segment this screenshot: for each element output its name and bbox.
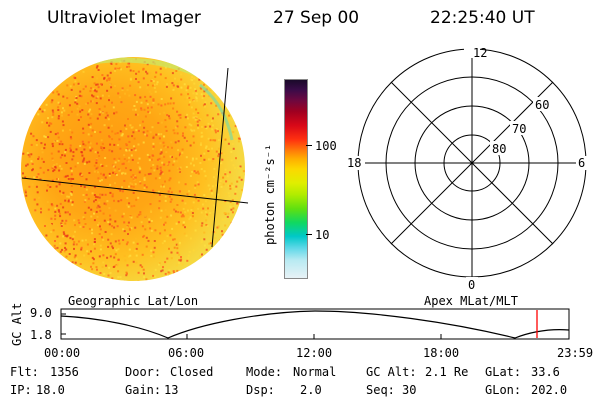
instrument-title: Ultraviolet Imager (47, 8, 201, 28)
status-dsp-value: 2.0 (300, 383, 322, 397)
altitude-ytick-high: 9.0 (30, 306, 52, 320)
status-mode-value: Normal (293, 365, 337, 379)
altitude-xtick-1: 06:00 (168, 346, 205, 360)
geographic-label: Geographic Lat/Lon (68, 294, 199, 308)
polar-plot: 12 18 6 0 60 70 80 (345, 46, 588, 292)
status-glat-key: GLat: (485, 365, 522, 379)
altitude-xtick-2: 12:00 (296, 346, 333, 360)
disk-speckle (22, 58, 245, 281)
status-ip-key: IP: (10, 383, 32, 397)
status-seq-value: 30 (402, 383, 417, 397)
colorbar-tick-10: 10 (315, 228, 330, 242)
time-label: 22:25:40 UT (430, 8, 535, 28)
status-gain-key: Gain: (125, 383, 162, 397)
status-seq-key: Seq: (366, 383, 395, 397)
uv-image-panel (21, 57, 249, 281)
date-label: 27 Sep 00 (273, 8, 360, 28)
mlt-label-6: 6 (578, 156, 585, 170)
mlt-label-12: 12 (473, 46, 487, 60)
mlt-label-0: 0 (468, 278, 475, 292)
status-mode-key: Mode: (246, 365, 283, 379)
earth-disk (21, 57, 245, 281)
mlt-label-18: 18 (347, 156, 361, 170)
lat-label-80: 80 (492, 142, 506, 156)
colorbar-tick-100: 100 (315, 139, 337, 153)
status-gain-value: 13 (164, 383, 179, 397)
status-glat-value: 33.6 (531, 365, 560, 379)
colorbar-unit-label: photon cm⁻²s⁻¹ (263, 143, 277, 245)
status-door-key: Door: (125, 365, 162, 379)
status-glon-value: 202.0 (531, 383, 568, 397)
status-glon-key: GLon: (485, 383, 522, 397)
lat-label-70: 70 (512, 122, 526, 136)
altitude-curve (60, 310, 570, 339)
apex-label: Apex MLat/MLT (424, 294, 518, 308)
altitude-plot (60, 308, 570, 340)
status-dsp-key: Dsp: (246, 383, 275, 397)
latitude-line (21, 177, 249, 204)
altitude-xtick-3: 18:00 (423, 346, 460, 360)
altitude-xtick-4: 23:59 (557, 346, 594, 360)
altitude-ytick-low: 1.8 (30, 328, 52, 342)
status-gcalt-value: 2.1 Re (425, 365, 469, 379)
colorbar (284, 79, 308, 279)
status-door-value: Closed (170, 365, 214, 379)
status-gcalt-key: GC Alt: (366, 365, 417, 379)
altitude-plot-frame (60, 308, 570, 340)
longitude-line (211, 67, 229, 248)
altitude-xtick-0: 00:00 (44, 346, 81, 360)
status-flt-value: 1356 (50, 365, 79, 379)
lat-label-60: 60 (535, 98, 549, 112)
status-flt-key: Flt: (10, 365, 39, 379)
status-ip-value: 18.0 (36, 383, 65, 397)
